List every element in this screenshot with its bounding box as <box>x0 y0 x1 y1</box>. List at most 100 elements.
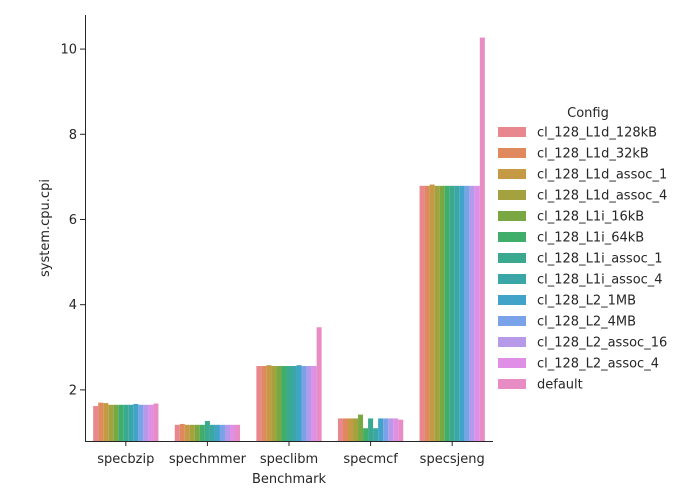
x-tick-label-speclibm: speclibm <box>260 452 318 467</box>
legend-label-cl_128_L2_1MB: cl_128_L2_1MB <box>537 294 636 309</box>
bar-specbzip-cl_128_L1i_assoc_1 <box>123 404 129 441</box>
bar-specmcf-cl_128_L1d_assoc_1 <box>348 418 354 441</box>
bar-spechmmer-cl_128_L1d_assoc_1 <box>184 424 190 441</box>
bar-specbzip-cl_128_L2_assoc_16 <box>143 404 149 441</box>
bar-specbzip-cl_128_L1d_128kB <box>93 406 99 441</box>
bar-spechmmer-cl_128_L1d_128kB <box>174 424 180 441</box>
bar-specsjeng-cl_128_L2_assoc_16 <box>469 185 475 441</box>
legend-label-cl_128_L1d_assoc_1: cl_128_L1d_assoc_1 <box>537 168 667 183</box>
y-tick-label: 4 <box>69 298 77 313</box>
legend-label-cl_128_L2_4MB: cl_128_L2_4MB <box>537 315 636 330</box>
bar-spechmmer-cl_128_L2_4MB <box>219 424 225 441</box>
x-tick-label-specsjeng: specsjeng <box>420 452 485 467</box>
bar-specbzip-cl_128_L1i_assoc_4 <box>128 404 134 441</box>
legend-label-cl_128_L1d_128kB: cl_128_L1d_128kB <box>537 126 657 141</box>
bar-speclibm-cl_128_L1d_128kB <box>256 366 262 441</box>
x-tick-label-specbzip: specbzip <box>97 452 154 467</box>
bar-speclibm-cl_128_L2_assoc_16 <box>306 366 312 441</box>
legend-label-cl_128_L1i_assoc_1: cl_128_L1i_assoc_1 <box>537 252 663 267</box>
y-axis-label: system.cpu.cpi <box>38 179 53 277</box>
y-ticks: 2 4 6 8 10 <box>60 43 85 398</box>
y-tick-label: 10 <box>60 43 77 58</box>
legend-title: Config <box>567 106 609 121</box>
legend-swatch <box>498 232 526 242</box>
bar-specmcf-cl_128_L1d_32kB <box>342 418 349 441</box>
bar-specmcf-cl_128_L1i_16kB <box>358 414 364 441</box>
bar-speclibm-cl_128_L1d_assoc_4 <box>271 366 277 441</box>
bar-specsjeng-cl_128_L1d_assoc_4 <box>434 185 440 441</box>
legend-label-cl_128_L1d_assoc_4: cl_128_L1d_assoc_4 <box>537 189 667 204</box>
bar-speclibm-default <box>316 327 322 441</box>
legend-label-cl_128_L1i_16kB: cl_128_L1i_16kB <box>537 210 644 225</box>
bar-specbzip-cl_128_L1i_16kB <box>113 404 119 441</box>
bar-specmcf-cl_128_L2_4MB <box>383 418 389 441</box>
bar-spechmmer-cl_128_L1i_16kB <box>194 424 200 441</box>
bar-speclibm-cl_128_L1d_32kB <box>261 366 267 441</box>
bar-specsjeng-cl_128_L1i_64kB <box>444 185 450 441</box>
legend-swatch <box>498 274 526 284</box>
y-tick-label: 2 <box>69 383 77 398</box>
bar-specmcf-cl_128_L2_assoc_4 <box>393 418 399 441</box>
bar-spechmmer-cl_128_L2_assoc_4 <box>229 424 236 441</box>
bar-speclibm-cl_128_L1i_64kB <box>281 366 287 441</box>
bar-specmcf-cl_128_L1i_64kB <box>363 428 369 441</box>
legend-swatch <box>498 379 526 389</box>
bar-specbzip-cl_128_L1d_assoc_4 <box>108 404 114 441</box>
legend-swatch <box>498 169 526 179</box>
legend-swatch <box>498 253 526 263</box>
bar-spechmmer-cl_128_L1d_assoc_4 <box>189 424 195 441</box>
legend-label-cl_128_L1i_64kB: cl_128_L1i_64kB <box>537 231 644 246</box>
bar-specmcf-default <box>398 419 404 441</box>
y-tick-label: 6 <box>69 213 77 228</box>
bar-specbzip-cl_128_L1i_64kB <box>118 404 124 441</box>
bar-specbzip-cl_128_L2_1MB <box>133 403 139 441</box>
legend-swatch <box>498 316 526 326</box>
bar-specmcf-cl_128_L1i_assoc_4 <box>373 428 379 441</box>
bar-specmcf-cl_128_L1d_assoc_4 <box>353 418 359 441</box>
bar-spechmmer-cl_128_L1d_32kB <box>179 423 185 441</box>
y-tick-label: 8 <box>69 128 77 143</box>
x-tick-label-specmcf: specmcf <box>343 452 398 467</box>
legend-swatch <box>498 190 526 200</box>
bar-specsjeng-cl_128_L1d_assoc_1 <box>429 184 435 441</box>
bar-spechmmer-cl_128_L2_1MB <box>214 424 220 441</box>
bar-speclibm-cl_128_L1d_assoc_1 <box>266 365 272 441</box>
legend: Config cl_128_L1d_128kB cl_128_L1d_32kBcl… <box>498 106 667 393</box>
x-ticks: specbzip spechmmer speclibm specmcf specsjen… <box>97 441 485 467</box>
legend-swatch <box>498 148 526 158</box>
bar-speclibm-cl_128_L1i_assoc_1 <box>286 366 292 441</box>
bar-speclibm-cl_128_L1i_assoc_4 <box>291 366 297 441</box>
bar-specsjeng-cl_128_L2_assoc_4 <box>474 185 480 441</box>
x-axis-label: Benchmark <box>252 472 327 487</box>
bar-speclibm-cl_128_L1i_16kB <box>276 366 282 441</box>
bar-spechmmer-cl_128_L1i_64kB <box>199 424 205 441</box>
bar-specsjeng-default <box>479 37 485 441</box>
legend-swatch <box>498 211 526 221</box>
x-tick-label-spechmmer: spechmmer <box>169 452 247 467</box>
bar-speclibm-cl_128_L2_assoc_4 <box>311 366 317 441</box>
legend-swatch <box>498 358 526 368</box>
bar-specsjeng-cl_128_L1i_assoc_4 <box>454 185 460 441</box>
bar-specbzip-cl_128_L1d_32kB <box>98 402 104 441</box>
bar-specsjeng-cl_128_L2_4MB <box>464 185 470 441</box>
bar-specbzip-cl_128_L2_4MB <box>138 404 144 441</box>
bar-specbzip-cl_128_L1d_assoc_1 <box>103 403 109 441</box>
bar-spechmmer-cl_128_L2_assoc_16 <box>224 424 230 441</box>
bar-specsjeng-cl_128_L1i_assoc_1 <box>449 185 455 441</box>
legend-swatch <box>498 337 526 347</box>
bar-specsjeng-cl_128_L1d_32kB <box>424 185 430 441</box>
bar-spechmmer-default <box>235 424 241 441</box>
bar-spechmmer-cl_128_L1i_assoc_4 <box>209 424 215 441</box>
bar-specsjeng-cl_128_L2_1MB <box>459 185 465 441</box>
bar-specmcf-cl_128_L2_assoc_16 <box>388 418 394 441</box>
bar-specsjeng-cl_128_L1d_128kB <box>419 185 425 441</box>
bar-specmcf-cl_128_L1d_128kB <box>337 418 343 441</box>
legend-label-cl_128_L1d_32kB: cl_128_L1d_32kB <box>537 147 649 162</box>
legend-label-cl_128_L2_assoc_4: cl_128_L2_assoc_4 <box>537 357 659 372</box>
bar-speclibm-cl_128_L2_4MB <box>301 366 307 441</box>
legend-label-default: default <box>537 378 583 393</box>
bars-group <box>93 37 485 441</box>
bar-spechmmer-cl_128_L1i_assoc_1 <box>204 420 210 441</box>
bar-specmcf-cl_128_L2_1MB <box>378 418 384 441</box>
